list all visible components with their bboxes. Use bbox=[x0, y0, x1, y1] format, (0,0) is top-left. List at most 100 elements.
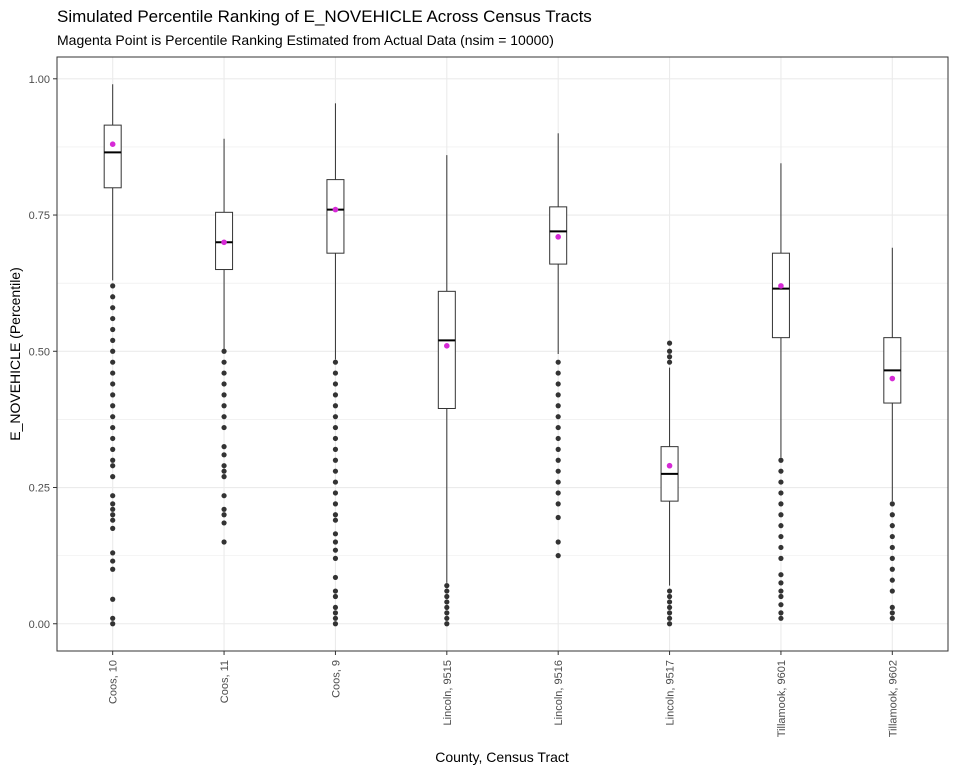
actual-estimate-point bbox=[889, 375, 896, 382]
outlier-point bbox=[666, 593, 673, 600]
outlier-point bbox=[332, 593, 339, 600]
actual-estimate-point bbox=[221, 239, 227, 246]
y-tick-label: 0.00 bbox=[29, 619, 50, 631]
outlier-point bbox=[221, 493, 227, 499]
outlier-point bbox=[555, 381, 561, 387]
outlier-point bbox=[332, 604, 339, 611]
outlier-point bbox=[444, 615, 450, 621]
outlier-point bbox=[778, 555, 784, 561]
outlier-point bbox=[778, 501, 784, 507]
outlier-point bbox=[332, 457, 339, 463]
outlier-point bbox=[889, 615, 895, 621]
outlier-point bbox=[110, 517, 116, 523]
outlier-point bbox=[221, 539, 227, 545]
outlier-point bbox=[221, 520, 227, 526]
outlier-point bbox=[778, 544, 784, 551]
outlier-point bbox=[110, 512, 116, 518]
outlier-point bbox=[110, 414, 116, 420]
outlier-point bbox=[110, 566, 116, 572]
outlier-point bbox=[444, 599, 450, 605]
outlier-point bbox=[110, 474, 116, 480]
outlier-point bbox=[332, 392, 339, 398]
outlier-point bbox=[555, 468, 561, 474]
outlier-point bbox=[666, 610, 673, 616]
outlier-point bbox=[555, 479, 561, 485]
outlier-point bbox=[332, 479, 339, 485]
outlier-point bbox=[778, 593, 784, 600]
plot-border bbox=[56, 56, 949, 652]
outlier-point bbox=[221, 424, 227, 431]
plot-panel bbox=[57, 57, 948, 651]
outlier-point bbox=[332, 381, 339, 387]
outlier-point bbox=[666, 348, 673, 354]
outlier-point bbox=[444, 588, 450, 594]
outlier-point bbox=[110, 558, 116, 564]
box-iqr bbox=[437, 290, 456, 409]
outlier-point bbox=[889, 566, 895, 572]
y-tick-label: 0.75 bbox=[29, 210, 50, 222]
outlier-point bbox=[555, 446, 561, 452]
x-tick-label: Lincoln, 9515 bbox=[442, 660, 454, 725]
outlier-point bbox=[778, 479, 784, 485]
outlier-point bbox=[778, 457, 784, 463]
outlier-point bbox=[889, 610, 895, 616]
outlier-point bbox=[332, 424, 339, 431]
outlier-point bbox=[555, 457, 561, 463]
outlier-point bbox=[221, 444, 227, 450]
actual-estimate-point bbox=[555, 234, 561, 240]
outlier-point bbox=[889, 588, 895, 594]
x-axis-label: County, Census Tract bbox=[435, 749, 569, 765]
outlier-point bbox=[110, 326, 116, 333]
outlier-point bbox=[332, 501, 339, 507]
outlier-point bbox=[555, 414, 561, 420]
outlier-point bbox=[666, 621, 673, 627]
actual-estimate-point bbox=[778, 283, 784, 289]
outlier-point bbox=[778, 523, 784, 529]
outlier-point bbox=[332, 610, 339, 616]
outlier-point bbox=[221, 463, 227, 469]
actual-estimate-point bbox=[332, 206, 339, 213]
outlier-point bbox=[778, 615, 784, 621]
outlier-point bbox=[666, 599, 673, 605]
y-tick-label: 0.25 bbox=[29, 483, 50, 495]
x-tick-label: Coos, 9 bbox=[330, 660, 342, 698]
outlier-point bbox=[889, 577, 895, 583]
outlier-point bbox=[666, 615, 673, 621]
actual-estimate-point bbox=[109, 141, 116, 147]
box-iqr bbox=[326, 179, 345, 254]
outlier-point bbox=[221, 403, 227, 409]
outlier-point bbox=[221, 414, 227, 420]
outlier-point bbox=[332, 414, 339, 420]
outlier-point bbox=[110, 424, 116, 431]
outlier-point bbox=[889, 501, 895, 507]
outlier-point bbox=[332, 446, 339, 452]
x-tick-label: Tillamook, 9602 bbox=[887, 660, 899, 737]
outlier-point bbox=[110, 506, 116, 512]
outlier-point bbox=[110, 463, 116, 469]
outlier-point bbox=[332, 468, 339, 474]
y-axis-label: E_NOVEHICLE (Percentile) bbox=[7, 267, 23, 441]
outlier-point bbox=[110, 501, 116, 507]
x-tick-label: Tillamook, 9601 bbox=[776, 660, 788, 737]
outlier-point bbox=[555, 403, 561, 409]
outlier-point bbox=[110, 493, 116, 499]
outlier-point bbox=[555, 424, 561, 431]
plot-area: 0.00 0.25 0.50 0.75 1.00 Coos, 10 Coos, 11 Coos… bbox=[29, 56, 949, 737]
outlier-point bbox=[332, 574, 339, 581]
outlier-point bbox=[444, 583, 450, 589]
outlier-point bbox=[555, 490, 561, 496]
outlier-point bbox=[110, 457, 116, 463]
outlier-point bbox=[889, 544, 895, 551]
outlier-point bbox=[110, 370, 116, 376]
outlier-point bbox=[444, 610, 450, 616]
outlier-point bbox=[332, 621, 339, 627]
outlier-point bbox=[332, 512, 339, 518]
x-tick-label: Coos, 11 bbox=[219, 660, 231, 703]
outlier-point bbox=[221, 506, 227, 512]
x-tick-label: Lincoln, 9517 bbox=[665, 660, 677, 725]
outlier-point bbox=[555, 370, 561, 376]
outlier-point bbox=[778, 610, 784, 616]
outlier-point bbox=[110, 550, 116, 556]
outlier-point bbox=[221, 348, 227, 354]
outlier-point bbox=[110, 446, 116, 452]
